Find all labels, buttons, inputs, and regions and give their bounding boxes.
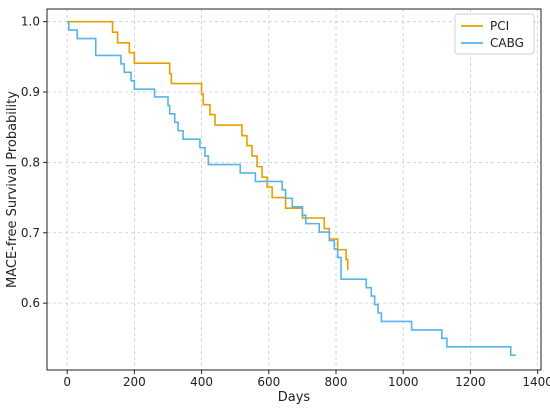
series-line-pci bbox=[67, 20, 349, 271]
y-axis-label: MACE-free Survival Probability bbox=[5, 91, 20, 288]
y-tick-label: 0.7 bbox=[21, 226, 40, 240]
x-tick-label: 800 bbox=[325, 375, 348, 389]
x-tick-label: 1400 bbox=[522, 375, 550, 389]
x-tick-label: 200 bbox=[123, 375, 146, 389]
legend-label-cabg: CABG bbox=[490, 36, 524, 50]
x-tick-label: 1200 bbox=[455, 375, 486, 389]
series-layer bbox=[67, 20, 516, 357]
y-tick-label: 1.0 bbox=[21, 15, 40, 29]
x-tick-label: 0 bbox=[63, 375, 71, 389]
legend: PCI CABG bbox=[454, 13, 535, 55]
x-tick-label: 1000 bbox=[388, 375, 419, 389]
grid-layer bbox=[47, 9, 541, 370]
legend-box bbox=[454, 13, 535, 55]
plot-frame bbox=[46, 8, 542, 371]
x-axis-label: Days bbox=[278, 390, 311, 405]
axes-layer: 0 200 400 600 800 1000 1200 1400 0.6 0.7 0.8 0.9 1.0 bbox=[21, 8, 550, 389]
y-tick-label: 0.9 bbox=[21, 85, 40, 99]
x-tick-label: 600 bbox=[257, 375, 280, 389]
series-line-cabg bbox=[67, 20, 516, 357]
y-tick-label: 0.8 bbox=[21, 155, 40, 169]
y-tick-label: 0.6 bbox=[21, 296, 40, 310]
x-tick-label: 400 bbox=[190, 375, 213, 389]
legend-label-pci: PCI bbox=[490, 19, 509, 33]
